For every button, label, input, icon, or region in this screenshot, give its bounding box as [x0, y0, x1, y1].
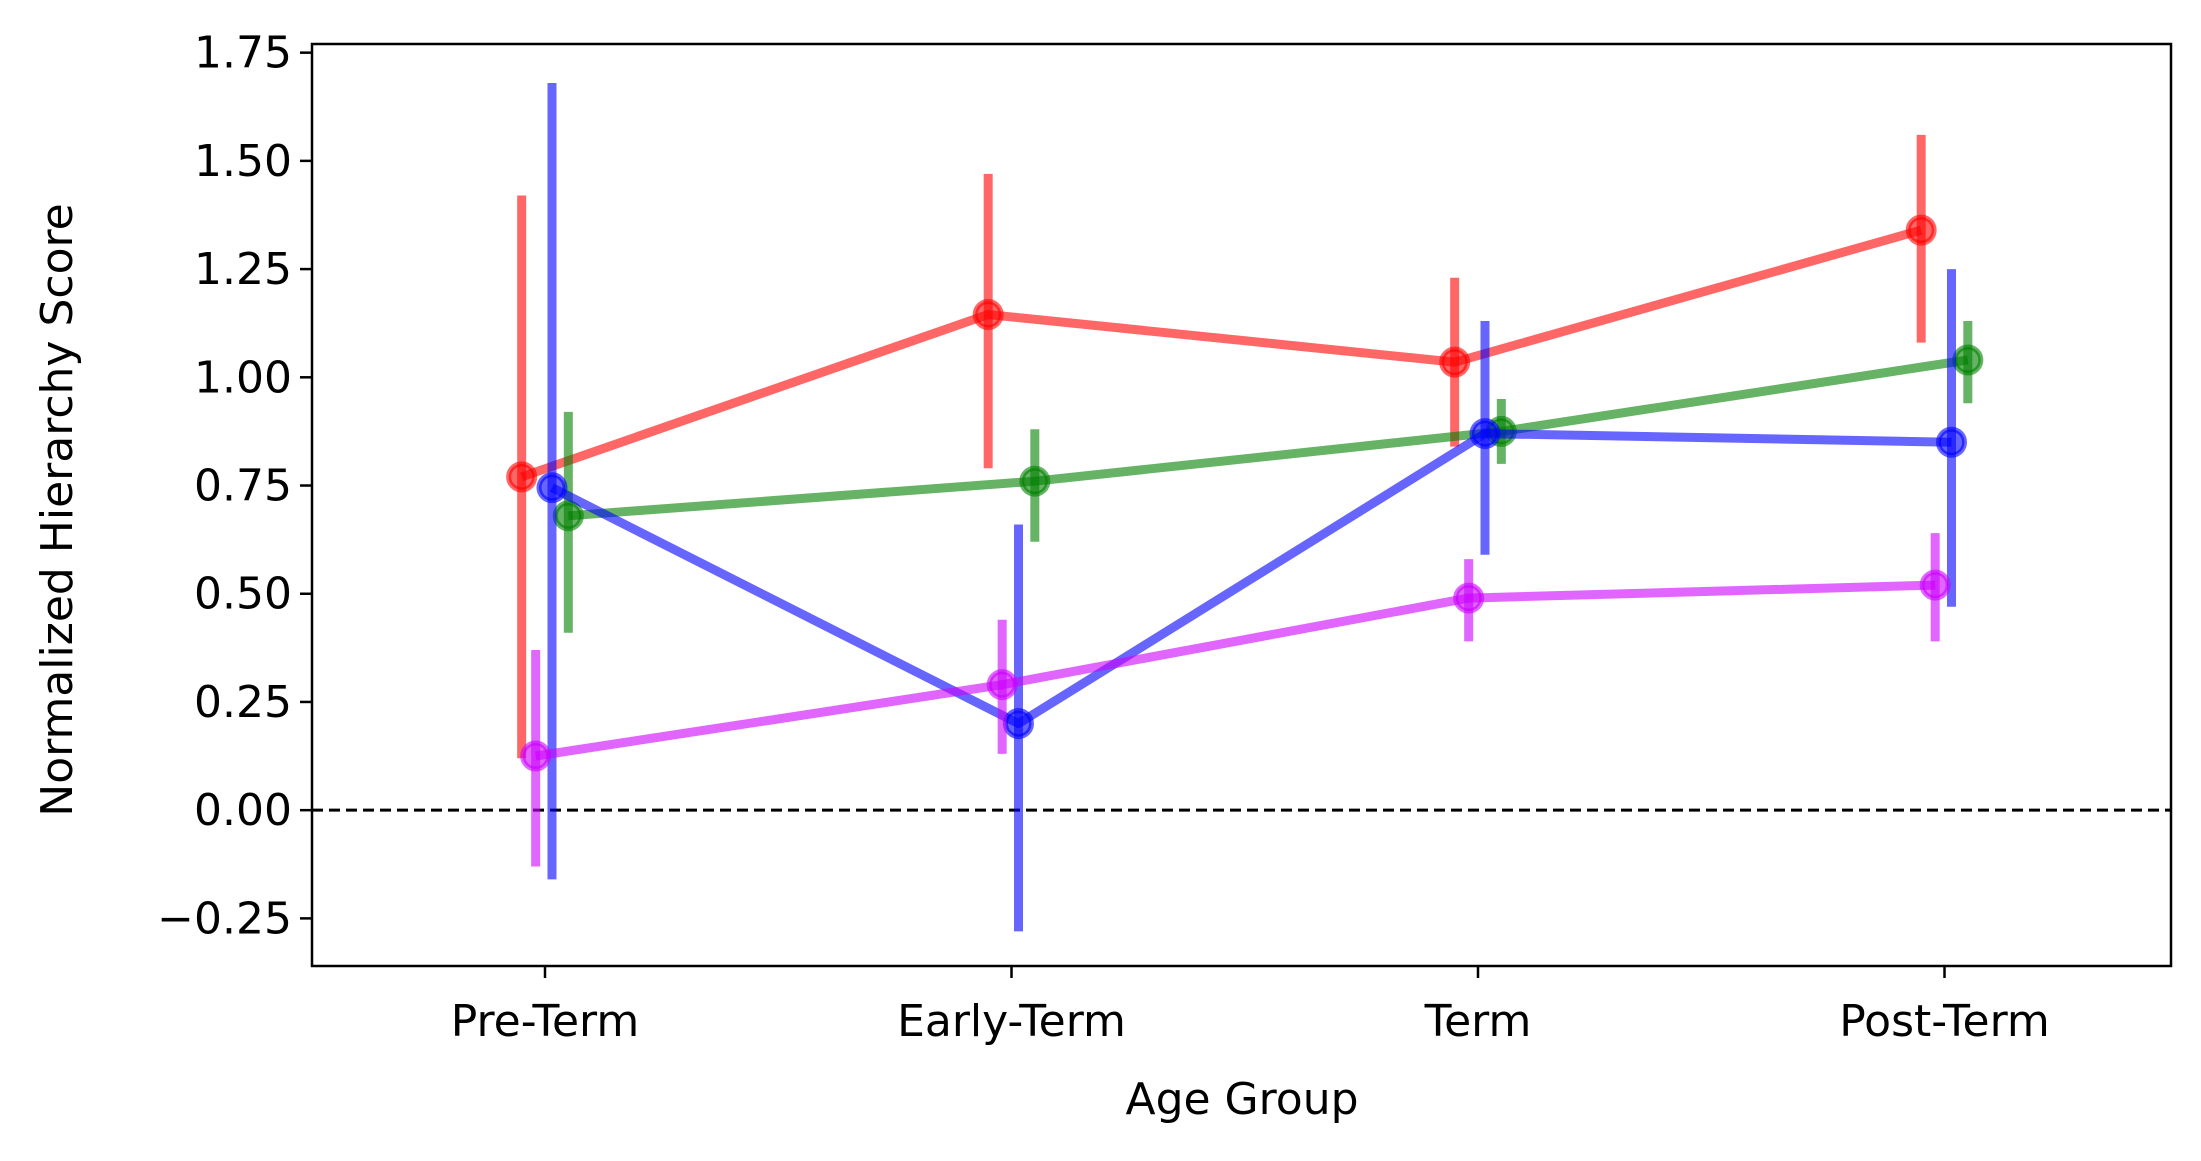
data-point	[1469, 418, 1501, 450]
y-tick-label: 0.25	[194, 677, 292, 728]
plot-frame	[310, 42, 2173, 968]
y-tick-label: 1.50	[194, 136, 292, 187]
series-line	[534, 580, 1936, 761]
data-point	[1439, 346, 1471, 378]
data-point	[1935, 426, 1967, 458]
series-line	[549, 429, 1952, 729]
data-point	[1905, 214, 1937, 246]
y-tick-label: −0.25	[157, 893, 292, 944]
data-point	[1019, 465, 1051, 497]
y-tick-label: 1.25	[194, 244, 292, 295]
series-4	[520, 533, 1951, 867]
data-point	[986, 669, 1018, 701]
x-tick-label: Pre-Term	[451, 996, 639, 1047]
y-tick-label: 1.00	[194, 352, 292, 403]
x-tick-label: Early-Term	[897, 996, 1126, 1047]
series-3	[536, 82, 1967, 932]
y-axis-label: Normalized Hierarchy Score	[32, 203, 83, 816]
data-point	[520, 740, 552, 772]
y-tick-label: 0.00	[194, 785, 292, 836]
series-1	[506, 134, 1937, 759]
data-point	[1919, 569, 1951, 601]
data-point	[972, 299, 1004, 331]
series-layer	[506, 82, 1984, 932]
series-line	[520, 225, 1923, 482]
x-tick-label: Post-Term	[1839, 996, 2050, 1047]
data-point	[552, 500, 584, 532]
data-point	[536, 472, 568, 504]
data-point	[506, 461, 538, 493]
y-tick-label: 0.75	[194, 461, 292, 512]
x-tick-label: Term	[1424, 996, 1532, 1047]
data-point	[1002, 708, 1034, 740]
data-point	[1952, 344, 1984, 376]
axes-layer: −0.25 0.00 0.25 0.50 0.75 1.00 1.25 1.50 1.75 Pre…	[157, 28, 2173, 1047]
data-point	[1453, 582, 1485, 614]
y-tick-label: 0.50	[194, 569, 292, 620]
series-line	[567, 355, 1969, 521]
y-tick-label: 1.75	[194, 28, 292, 79]
x-axis-label: Age Group	[1125, 1074, 1358, 1125]
